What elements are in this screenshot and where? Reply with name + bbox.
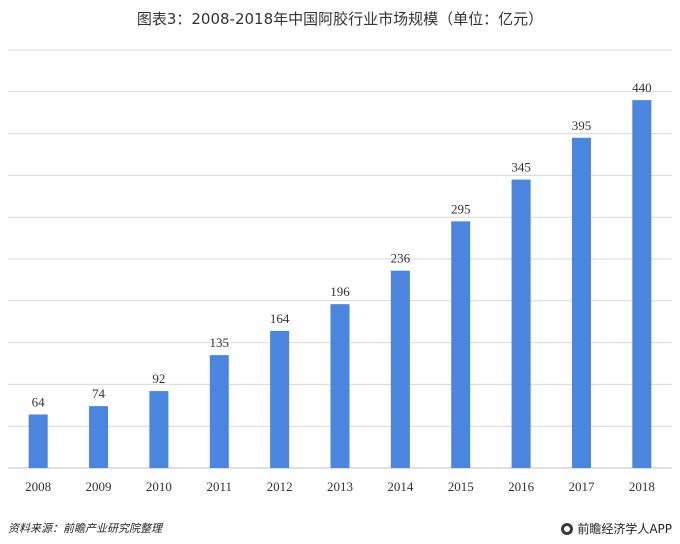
source-note: 资料来源：前瞻产业研究院整理 [8,522,162,535]
value-labels: 64 74 92 135 164 196 236 295 345 395 440 [32,80,652,409]
value-label-2011: 135 [210,335,230,350]
value-label-2010: 92 [152,371,165,386]
bar-2017 [571,137,591,468]
x-tick-label-2008: 2008 [25,479,51,494]
x-tick-label-2011: 2011 [207,479,233,494]
x-tick-label-2015: 2015 [448,479,474,494]
bar-2008 [28,414,48,468]
x-tick-label-2016: 2016 [508,479,535,494]
x-tick-label-2018: 2018 [629,479,655,494]
bar-2009 [89,406,109,468]
x-tick-labels: 2008 2009 2010 2011 2012 2013 2014 2015 2016 2017… [25,479,655,494]
brand-credit: 前瞻经济学人APP [561,520,672,537]
value-label-2012: 164 [270,311,290,326]
value-label-2008: 64 [32,394,46,409]
value-label-2016: 345 [511,160,531,175]
chart-title: 图表3：2008-2018年中国阿胶行业市场规模（单位：亿元） [136,10,544,28]
value-label-2009: 74 [92,386,106,401]
x-tick-label-2014: 2014 [387,479,414,494]
bar-2015 [451,221,471,468]
bar-2013 [330,304,350,468]
bar-2011 [209,355,229,468]
brand-logo-icon [561,522,574,535]
brand-name: 前瞻经济学人APP [577,522,672,536]
value-label-2013: 196 [330,284,350,299]
x-tick-label-2013: 2013 [327,479,353,494]
bar-2014 [390,270,410,468]
x-tick-label-2012: 2012 [267,479,293,494]
value-label-2017: 395 [572,118,592,133]
x-tick-label-2009: 2009 [86,479,112,494]
bar-2012 [270,330,290,468]
bars [28,100,652,468]
bar-2010 [149,391,169,468]
bar-2018 [632,100,652,468]
value-label-2018: 440 [632,80,652,95]
x-tick-label-2010: 2010 [146,479,172,494]
value-label-2014: 236 [391,251,411,266]
value-label-2015: 295 [451,201,471,216]
x-tick-label-2017: 2017 [568,479,595,494]
bar-2016 [511,179,531,468]
